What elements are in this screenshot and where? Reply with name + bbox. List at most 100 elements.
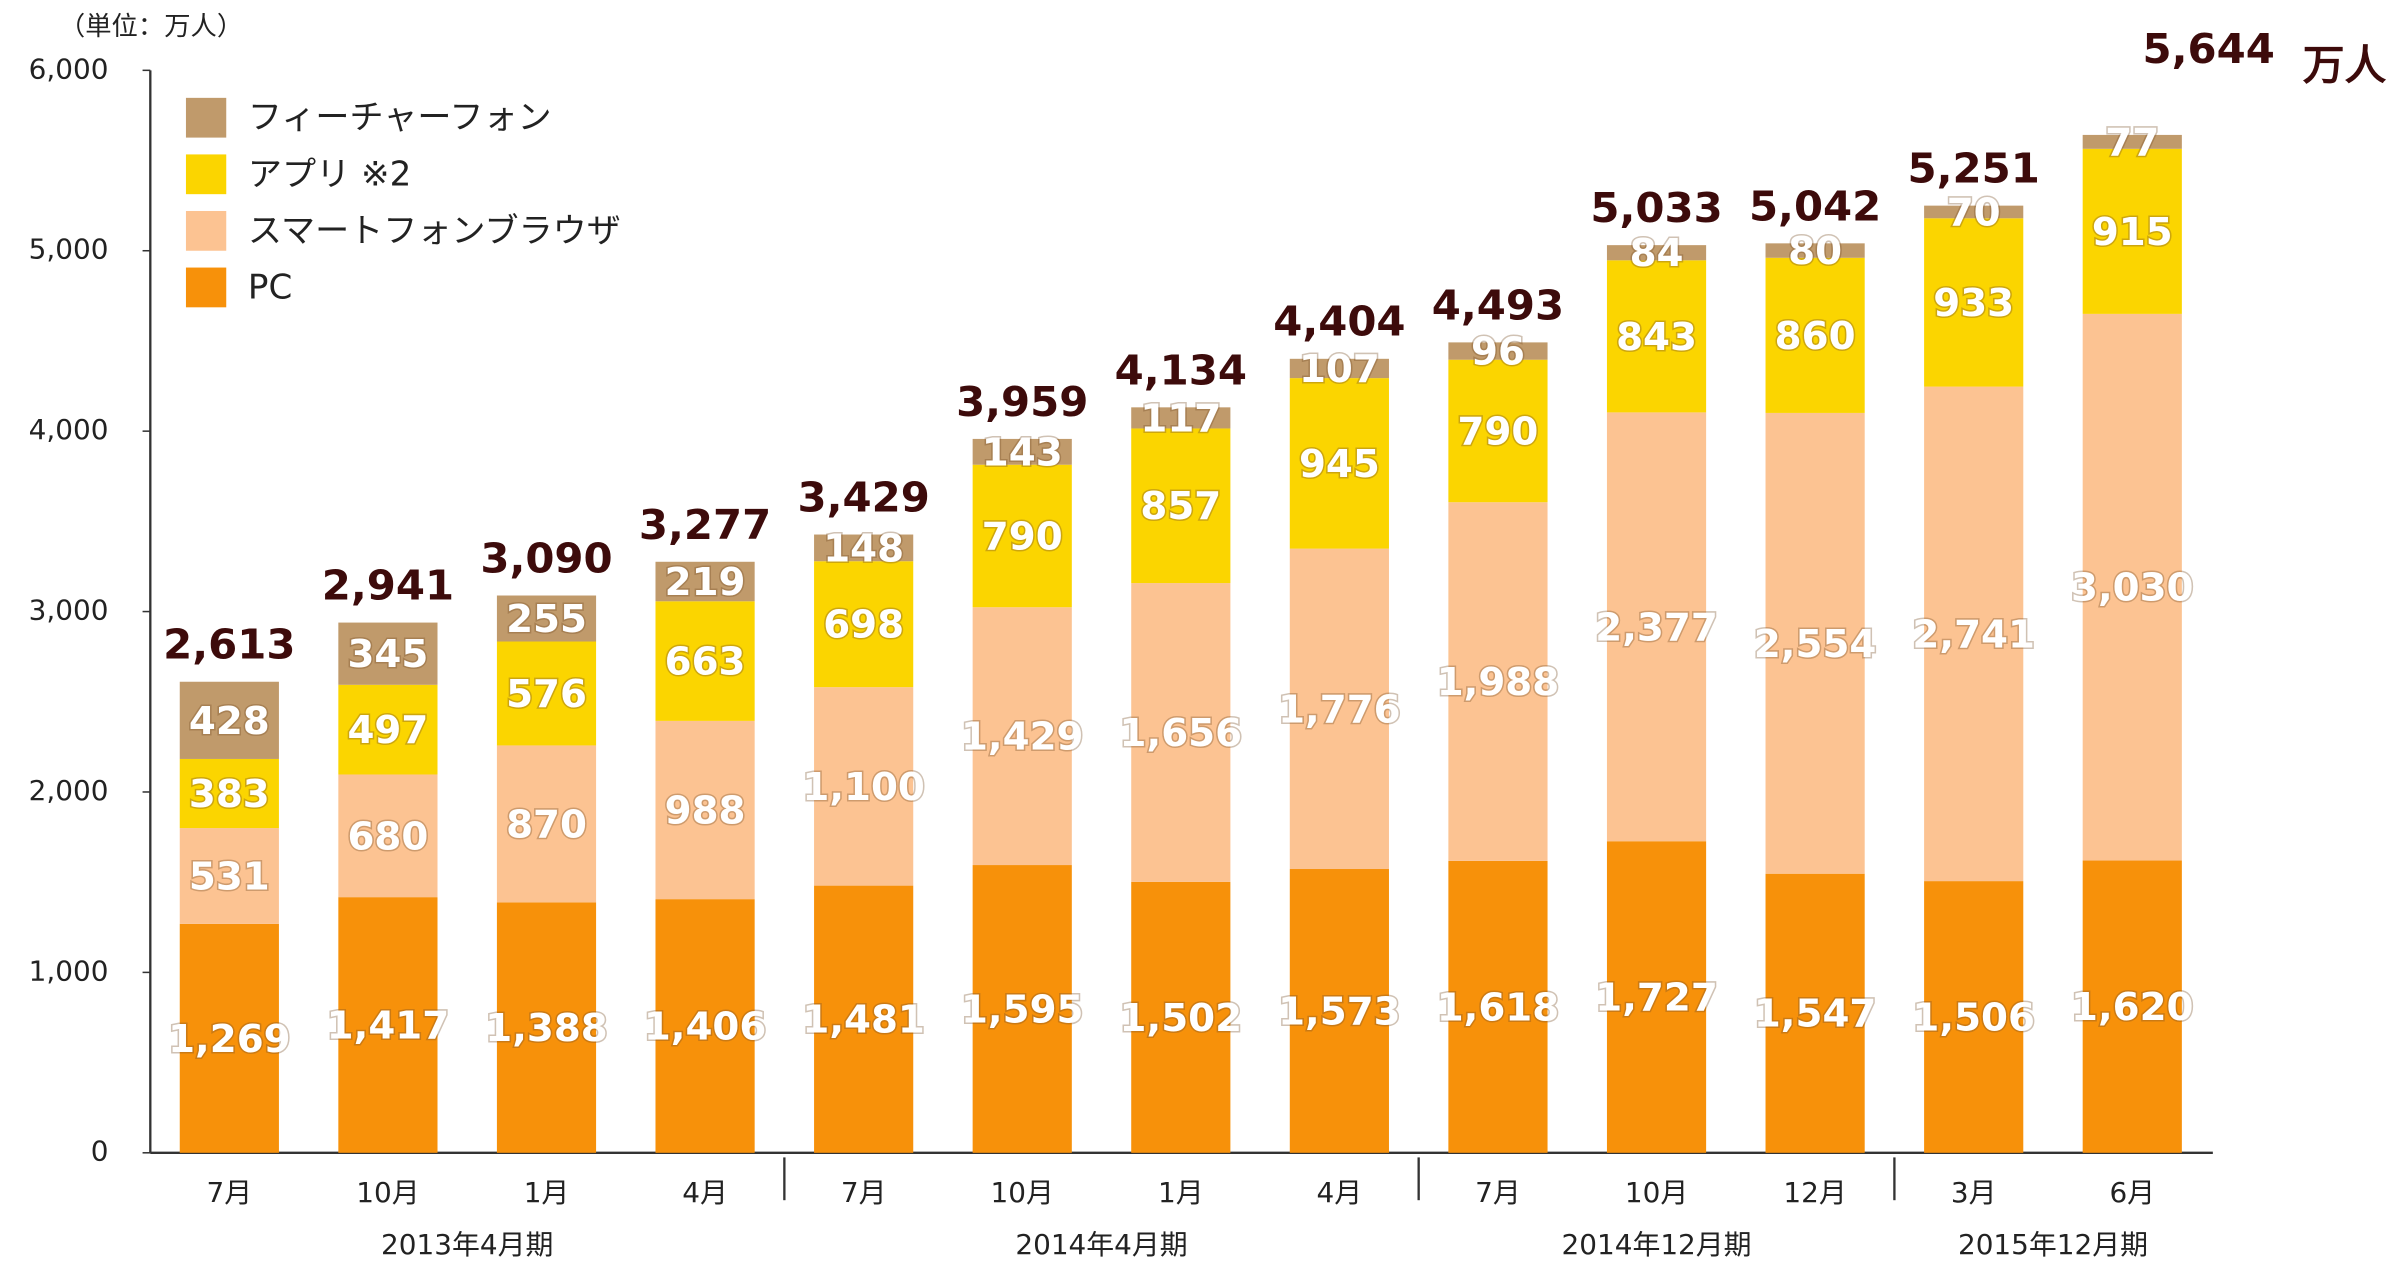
- bar-segment: [1606, 260, 1707, 413]
- segment-label: 96: [1471, 330, 1525, 375]
- segment-label: 860: [1775, 314, 1856, 359]
- segment-label: 255: [506, 597, 587, 642]
- bar-segment: [1765, 243, 1865, 258]
- bar-segment: [1289, 358, 1389, 379]
- segment-label: 2,377: [1595, 606, 1718, 651]
- segment-label: 1,618: [1437, 986, 1560, 1031]
- bar-segment: [179, 681, 279, 759]
- bar-segment: [655, 561, 755, 602]
- bar-segment: [338, 684, 438, 775]
- x-tick-label: 3月: [1951, 1176, 1997, 1209]
- segment-label: 1,429: [961, 715, 1084, 760]
- bar-segment: [1924, 386, 2024, 882]
- segment-label: 80: [1788, 229, 1842, 274]
- x-tick-label: 10月: [356, 1176, 419, 1209]
- group-label: 2014年4月期: [1015, 1228, 1187, 1261]
- bar-segment: [1289, 378, 1389, 549]
- segment-label: 143: [982, 431, 1063, 476]
- bar-segment: [972, 438, 1072, 465]
- segment-label: 117: [1140, 397, 1221, 442]
- segment-label: 1,417: [327, 1004, 450, 1049]
- segment-label: 1,656: [1120, 711, 1243, 756]
- bar-segment: [1606, 245, 1707, 261]
- segment-label: 1,547: [1754, 992, 1877, 1037]
- segment-label: 1,620: [2071, 985, 2194, 1030]
- bar-segment: [972, 607, 1072, 866]
- bar-segment: [496, 641, 597, 746]
- bar-segment: [179, 923, 279, 1153]
- segment-label: 843: [1616, 315, 1697, 360]
- y-tick-label: 0: [91, 1135, 109, 1168]
- segment-label: 945: [1299, 442, 1380, 487]
- bar-segment: [1448, 860, 1548, 1153]
- bar-segment: [496, 595, 597, 642]
- bar-segment: [1448, 359, 1548, 503]
- segment-label: 383: [189, 772, 270, 817]
- total-label: 3,277: [639, 500, 771, 549]
- bar-segment: [1765, 412, 1865, 874]
- segment-label: 1,727: [1595, 976, 1718, 1021]
- bar-segment: [496, 902, 597, 1153]
- total-label: 5,644: [2143, 24, 2275, 73]
- bar-segment: [2082, 148, 2182, 314]
- x-tick-label: 12月: [1783, 1176, 1846, 1209]
- segment-label: 680: [347, 815, 428, 860]
- legend-swatch: [185, 97, 227, 138]
- total-label: 5,251: [1908, 144, 2040, 193]
- segment-label: 148: [823, 527, 904, 572]
- segment-label: 1,988: [1437, 660, 1560, 705]
- bar-segment: [1289, 548, 1389, 870]
- legend-label: PC: [248, 268, 292, 307]
- legend-label: スマートフォンブラウザ: [248, 211, 621, 250]
- y-tick-label: 3,000: [29, 594, 109, 627]
- bar-segment: [2082, 134, 2182, 149]
- bar-segment: [655, 601, 755, 721]
- bar-segment: [814, 534, 914, 562]
- y-tick-label: 6,000: [29, 52, 109, 85]
- unit-label: （単位：万人）: [59, 12, 243, 42]
- total-label: 3,429: [797, 473, 929, 522]
- segment-label: 1,100: [802, 765, 925, 810]
- segment-label: 790: [1458, 410, 1539, 455]
- total-label: 4,404: [1273, 297, 1405, 346]
- segment-label: 3,030: [2071, 566, 2194, 611]
- bar-segment: [1924, 205, 2024, 219]
- bar-segment: [972, 464, 1072, 608]
- segment-label: 1,406: [644, 1005, 767, 1050]
- total-label: 5,042: [1749, 182, 1881, 231]
- y-tick-label: 5,000: [29, 233, 109, 266]
- group-label: 2014年12月期: [1562, 1228, 1752, 1261]
- segment-label: 107: [1299, 347, 1380, 392]
- bar-segment: [338, 774, 438, 898]
- bar-segment: [814, 687, 914, 886]
- segment-label: 1,595: [961, 988, 1084, 1033]
- segment-label: 663: [665, 640, 746, 685]
- segment-label: 77: [2105, 121, 2159, 166]
- segment-label: 1,502: [1120, 996, 1243, 1041]
- x-tick-label: 10月: [1625, 1176, 1688, 1209]
- segment-label: 933: [1933, 281, 2014, 326]
- bar-segment: [179, 828, 279, 924]
- x-tick-label: 4月: [682, 1176, 728, 1209]
- bar-segment: [1765, 257, 1865, 413]
- legend-swatch: [185, 210, 227, 251]
- segment-label: 84: [1630, 231, 1684, 276]
- legend-swatch: [185, 154, 227, 195]
- y-tick-label: 2,000: [29, 774, 109, 807]
- bar-segment: [972, 865, 1072, 1153]
- segment-label: 2,741: [1912, 613, 2035, 658]
- segment-label: 870: [506, 803, 587, 848]
- y-tick-label: 4,000: [29, 413, 109, 446]
- bar-segment: [1131, 583, 1231, 882]
- total-label: 2,941: [322, 561, 454, 610]
- segment-label: 915: [2092, 210, 2173, 255]
- segment-label: 345: [347, 632, 428, 677]
- x-tick-label: 1月: [524, 1176, 570, 1209]
- x-tick-label: 10月: [991, 1176, 1054, 1209]
- legend-label: アプリ ※2: [248, 154, 411, 193]
- segment-label: 1,506: [1912, 996, 2035, 1041]
- bar-segment: [1924, 881, 2024, 1153]
- bar-segment: [2082, 313, 2182, 861]
- x-tick-label: 7月: [1475, 1176, 1521, 1209]
- group-label: 2013年4月期: [381, 1228, 553, 1261]
